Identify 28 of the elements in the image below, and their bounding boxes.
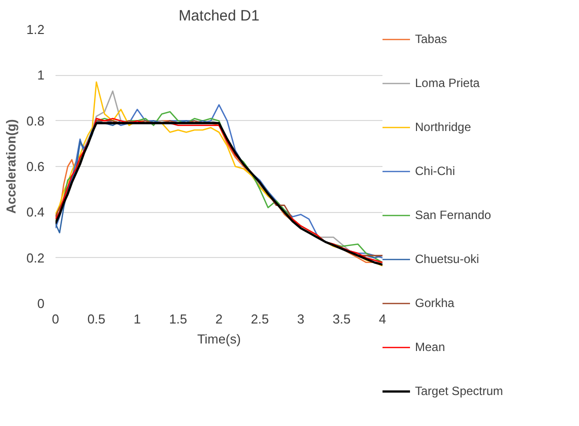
legend-label: Target Spectrum	[415, 384, 504, 398]
x-tick-label: 0	[52, 312, 60, 326]
x-tick-label: 1.5	[169, 312, 188, 326]
legend-label: Loma Prieta	[415, 76, 480, 90]
x-axis-title: Time(s)	[197, 332, 241, 346]
legend-label: Mean	[415, 340, 446, 354]
y-tick-label: 0.2	[26, 250, 45, 266]
y-tick-label: 1.2	[26, 22, 45, 37]
x-tick-label: 2	[215, 312, 223, 326]
chart-title: Matched D1	[178, 8, 260, 24]
y-tick-label: 1	[37, 68, 45, 83]
y-tick-label: 0.8	[26, 113, 45, 128]
x-tick-label: 3.5	[332, 312, 351, 326]
legend-label: San Fernando	[415, 208, 492, 222]
legend-label: Gorkha	[415, 296, 454, 310]
y-tick-label: 0.6	[26, 159, 45, 174]
legend-label: Chuetsu-oki	[415, 252, 480, 266]
x-tick-label: 3	[297, 312, 304, 326]
y-axis-title: Acceleration(g)	[3, 119, 18, 214]
legend-label: Chi-Chi	[415, 164, 456, 178]
legend-label: Northridge	[415, 120, 472, 134]
y-tick-label: 0.4	[26, 204, 45, 220]
legend-label: Tabas	[415, 32, 448, 46]
x-tick-label: 4	[378, 312, 386, 326]
y-tick-label: 0	[37, 296, 45, 311]
x-tick-label: 0.5	[87, 312, 106, 326]
x-tick-label: 2.5	[250, 312, 269, 326]
x-tick-label: 1	[134, 312, 141, 326]
